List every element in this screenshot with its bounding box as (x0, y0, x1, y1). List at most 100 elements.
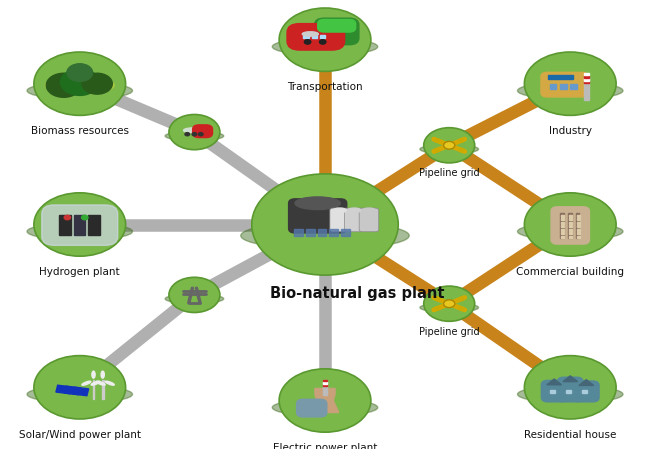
Polygon shape (547, 379, 562, 385)
Bar (577, 229, 580, 231)
FancyBboxPatch shape (541, 72, 588, 97)
Ellipse shape (348, 208, 361, 213)
FancyBboxPatch shape (344, 208, 364, 232)
Circle shape (459, 148, 464, 152)
Ellipse shape (517, 386, 623, 403)
Ellipse shape (92, 371, 95, 378)
Ellipse shape (302, 32, 318, 36)
Circle shape (185, 132, 190, 136)
Bar (318, 229, 326, 236)
FancyBboxPatch shape (573, 381, 599, 402)
Ellipse shape (240, 222, 410, 250)
Bar (561, 215, 564, 217)
Bar (568, 213, 571, 238)
Ellipse shape (272, 38, 378, 55)
FancyBboxPatch shape (287, 24, 344, 50)
Bar (74, 215, 85, 235)
FancyBboxPatch shape (330, 208, 350, 232)
Circle shape (64, 216, 71, 220)
Circle shape (443, 300, 455, 308)
Bar (577, 232, 580, 234)
Text: Transportation: Transportation (287, 82, 363, 92)
FancyBboxPatch shape (318, 19, 356, 32)
Bar (577, 218, 580, 220)
Bar (548, 75, 573, 79)
Bar (341, 229, 350, 236)
Bar (561, 229, 564, 231)
Circle shape (443, 141, 455, 149)
Bar (322, 384, 328, 386)
Bar (550, 84, 556, 89)
Bar (322, 379, 328, 395)
Polygon shape (311, 388, 339, 413)
Bar (92, 380, 94, 399)
Circle shape (82, 216, 88, 220)
Bar (59, 215, 71, 235)
FancyBboxPatch shape (192, 125, 213, 137)
Bar (294, 229, 303, 236)
Circle shape (46, 73, 81, 97)
Bar (569, 225, 572, 227)
Circle shape (34, 52, 125, 115)
Bar (577, 215, 580, 217)
Bar (566, 390, 571, 393)
Ellipse shape (362, 208, 376, 213)
Bar (569, 215, 572, 217)
Ellipse shape (272, 399, 378, 416)
Bar (569, 236, 572, 238)
Bar (569, 229, 572, 231)
Circle shape (435, 307, 439, 310)
Bar (584, 81, 589, 83)
Bar (561, 222, 564, 224)
FancyBboxPatch shape (551, 207, 590, 244)
Circle shape (435, 139, 439, 142)
Circle shape (424, 128, 474, 163)
Bar (569, 232, 572, 234)
Ellipse shape (101, 371, 104, 378)
Text: Electric power plant: Electric power plant (273, 443, 377, 449)
Text: Hydrogen plant: Hydrogen plant (40, 267, 120, 277)
Text: Pipeline grid: Pipeline grid (419, 326, 480, 337)
Circle shape (198, 132, 203, 136)
Bar (330, 229, 338, 236)
Text: Pipeline grid: Pipeline grid (419, 168, 480, 178)
Bar (569, 222, 572, 224)
Bar (550, 390, 554, 393)
Ellipse shape (333, 208, 346, 213)
Bar (561, 218, 564, 220)
Bar (569, 218, 572, 220)
Circle shape (279, 369, 371, 432)
Ellipse shape (420, 303, 478, 313)
Circle shape (34, 356, 125, 419)
Ellipse shape (91, 381, 100, 385)
Circle shape (67, 64, 92, 81)
Ellipse shape (517, 82, 623, 99)
Circle shape (34, 193, 125, 256)
FancyBboxPatch shape (42, 205, 118, 245)
Ellipse shape (420, 144, 478, 154)
Bar (561, 236, 564, 238)
FancyBboxPatch shape (359, 208, 379, 232)
Ellipse shape (105, 381, 114, 385)
FancyBboxPatch shape (289, 199, 346, 233)
Circle shape (169, 114, 220, 150)
Ellipse shape (96, 381, 105, 385)
Circle shape (192, 132, 197, 136)
Text: Commercial building: Commercial building (516, 267, 624, 277)
Text: Solar/Wind power plant: Solar/Wind power plant (19, 430, 141, 440)
Bar (584, 78, 589, 80)
Bar (576, 213, 579, 238)
Bar (322, 379, 328, 382)
Ellipse shape (27, 223, 133, 240)
Circle shape (525, 193, 616, 256)
Circle shape (525, 356, 616, 419)
Ellipse shape (82, 381, 91, 385)
FancyBboxPatch shape (558, 377, 583, 402)
Bar (570, 84, 577, 89)
Bar (582, 390, 587, 393)
Polygon shape (579, 380, 593, 385)
Text: Biomass resources: Biomass resources (31, 126, 129, 136)
Bar (64, 386, 81, 395)
Bar (560, 84, 567, 89)
Circle shape (304, 40, 311, 44)
